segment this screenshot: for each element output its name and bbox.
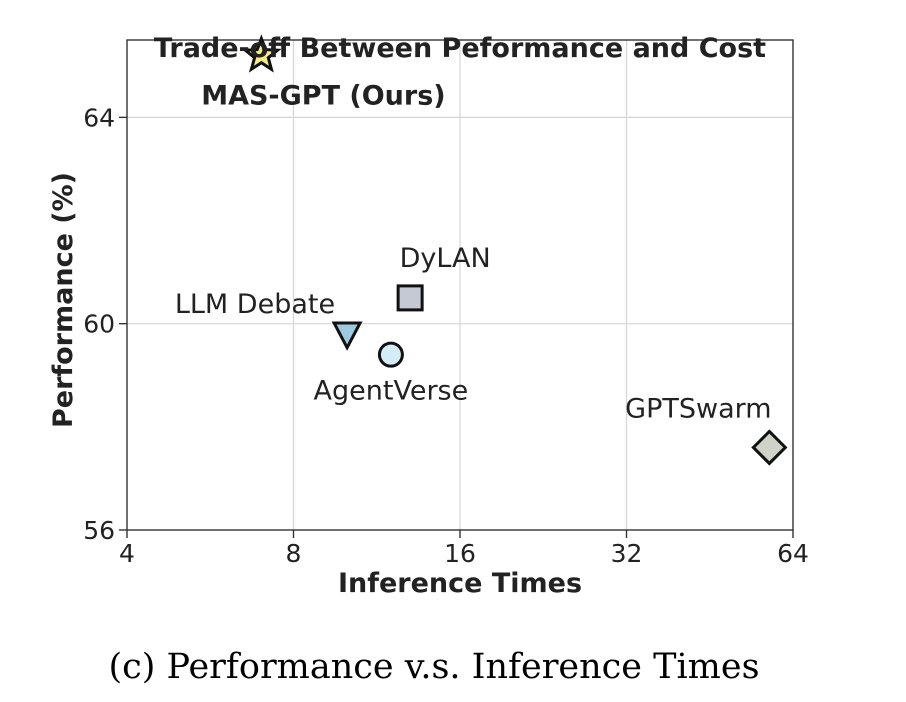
point-triangle-marker xyxy=(331,321,363,351)
figure-caption: (c) Performance v.s. Inference Times xyxy=(108,647,759,687)
point-label: LLM Debate xyxy=(175,289,335,320)
point-star-marker xyxy=(241,34,282,73)
x-axis-label: Inference Times xyxy=(338,568,582,599)
point-diamond-marker xyxy=(751,429,788,466)
x-tick-label: 64 xyxy=(777,539,809,568)
y-tick-label: 60 xyxy=(83,310,115,339)
point-square-marker xyxy=(396,284,424,312)
point-label: GPTSwarm xyxy=(625,393,771,424)
axis-ticks: 4 8 16 32 64 56 60 64 xyxy=(83,103,809,568)
x-tick-label: 32 xyxy=(611,539,643,568)
y-tick-label: 64 xyxy=(83,103,115,132)
y-axis-label: Performance (%) xyxy=(48,172,79,428)
x-tick-label: 8 xyxy=(286,539,302,568)
x-tick-label: 4 xyxy=(119,539,135,568)
data-points: MAS-GPT (Ours) LLM Debate AgentVerse DyLAN G… xyxy=(175,34,788,466)
y-tick-label: 56 xyxy=(83,516,115,545)
point-label: MAS-GPT (Ours) xyxy=(201,80,445,111)
point-label: DyLAN xyxy=(400,243,491,274)
chart-title: Trade-off Between Peformance and Cost xyxy=(154,33,766,64)
point-circle-marker xyxy=(377,341,404,368)
point-label: AgentVerse xyxy=(314,376,469,407)
grid-lines xyxy=(127,40,793,530)
x-tick-label: 16 xyxy=(444,539,476,568)
